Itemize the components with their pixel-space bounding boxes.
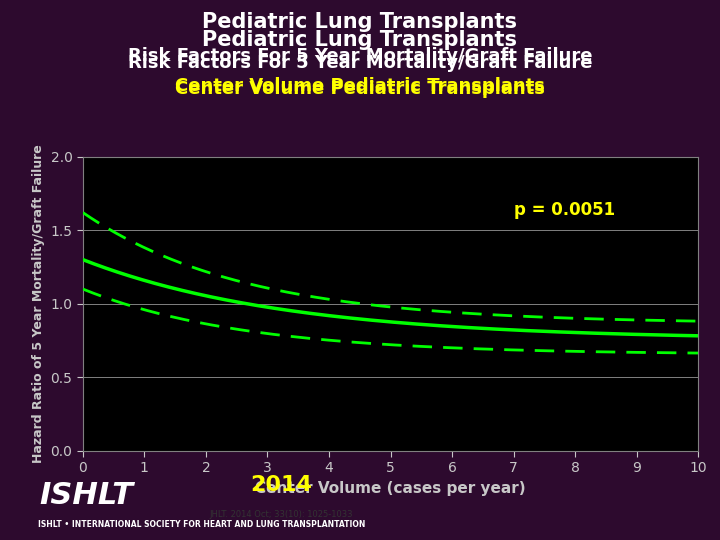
Text: ISHLT: ISHLT: [40, 482, 133, 510]
Text: Center Volume Pediatric Transplants: Center Volume Pediatric Transplants: [175, 77, 545, 94]
Text: ISHLT • INTERNATIONAL SOCIETY FOR HEART AND LUNG TRANSPLANTATION: ISHLT • INTERNATIONAL SOCIETY FOR HEART …: [38, 520, 365, 529]
Text: Pediatric Lung Transplants: Pediatric Lung Transplants: [202, 12, 518, 32]
Y-axis label: Hazard Ratio of 5 Year Mortality/Graft Failure: Hazard Ratio of 5 Year Mortality/Graft F…: [32, 144, 45, 463]
Text: JHLT. 2014 Oct; 33(10): 1025-1033: JHLT. 2014 Oct; 33(10): 1025-1033: [209, 510, 353, 519]
Text: p = 0.0051: p = 0.0051: [514, 200, 615, 219]
X-axis label: Center Volume (cases per year): Center Volume (cases per year): [256, 481, 526, 496]
Text: Risk Factors For 5 Year Mortality/Graft Failure: Risk Factors For 5 Year Mortality/Graft …: [127, 54, 593, 72]
Text: Pediatric Lung Transplants (January 1995 – June 2008): Pediatric Lung Transplants (January 1995…: [116, 12, 604, 30]
Text: Risk Factors For 5 Year Mortality/Graft Failure: Risk Factors For 5 Year Mortality/Graft …: [127, 46, 593, 65]
Text: 2014: 2014: [250, 475, 312, 496]
Text: Center Volume Pediatric Transplants: Center Volume Pediatric Transplants: [175, 80, 545, 98]
Text: Pediatric Lung Transplants: Pediatric Lung Transplants: [202, 30, 518, 50]
Text: Pediatric Lung Transplants (January 1995 – June 2008): Pediatric Lung Transplants (January 1995…: [116, 30, 604, 48]
Text: Pediatric Lung Transplants (January 1995 – June 2008): Pediatric Lung Transplants (January 1995…: [116, 30, 604, 48]
